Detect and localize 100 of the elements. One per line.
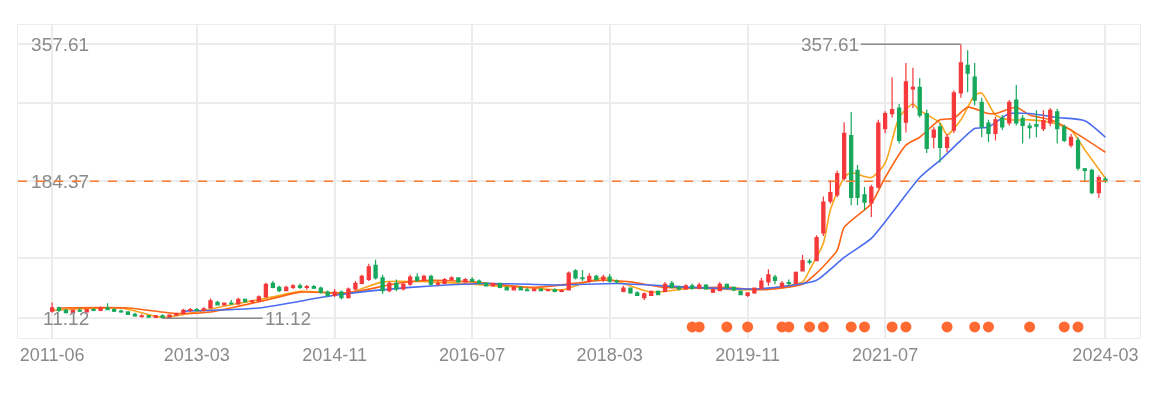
x-tick-label: 2018-03 (576, 344, 643, 365)
candlestick (951, 90, 957, 134)
candlestick (531, 287, 537, 292)
candlestick (917, 77, 922, 119)
x-tick-label: 2024-03 (1072, 344, 1139, 365)
candlestick (924, 108, 929, 154)
candlestick (421, 274, 427, 282)
candlestick (614, 278, 619, 285)
candlestick (208, 297, 213, 310)
candlestick (194, 307, 199, 312)
candlestick (979, 97, 984, 138)
candlestick (965, 49, 970, 93)
candlestick (937, 122, 943, 164)
candlestick (1041, 109, 1046, 132)
candlestick (332, 288, 337, 298)
candlestick (635, 290, 640, 297)
candlestick (807, 258, 812, 266)
candlestick (882, 110, 888, 134)
candlestick (366, 263, 371, 282)
candlestick (270, 280, 276, 289)
candlestick (415, 272, 420, 283)
candlestick (766, 268, 771, 287)
candlestick (524, 286, 530, 292)
candlestick (710, 287, 716, 294)
candlestick (869, 184, 874, 218)
candlestick (690, 282, 695, 291)
x-tick-label: 2011-06 (19, 344, 85, 365)
candlestick (1082, 167, 1087, 183)
candlestick (759, 277, 764, 290)
candlestick (559, 288, 564, 293)
candlestick (958, 43, 964, 99)
candlestick (456, 276, 461, 284)
candlestick (118, 308, 124, 314)
candlestick (772, 274, 778, 285)
candlestick (1007, 99, 1012, 126)
candlestick (201, 306, 206, 312)
candlestick (290, 283, 296, 290)
candlestick (50, 301, 55, 314)
candlestick (91, 307, 96, 312)
candlestick (601, 274, 606, 283)
candlestick (236, 297, 241, 306)
candlestick (463, 277, 468, 284)
candlestick (477, 278, 482, 285)
candlestick (642, 291, 647, 301)
candlestick (738, 289, 743, 296)
x-tick-label: 2019-11 (715, 344, 780, 365)
candlestick (387, 280, 392, 293)
candlestick (125, 310, 131, 316)
candlestick (566, 271, 571, 292)
candlestick (469, 276, 475, 283)
candlestick (160, 313, 165, 319)
candlestick (181, 308, 186, 315)
candlestick (697, 282, 702, 290)
candlestick (311, 284, 316, 290)
candlestick (889, 76, 895, 119)
candlestick (1055, 108, 1060, 145)
candlestick (849, 111, 854, 206)
candlestick (1089, 168, 1094, 195)
candlestick (814, 234, 819, 262)
candlestick (249, 299, 255, 304)
candlestick (752, 286, 757, 295)
candlestick (105, 302, 110, 311)
y-tick-label: 357.61 (31, 33, 90, 55)
candlestick (56, 305, 62, 313)
candlestick (862, 186, 867, 211)
y-tick-label: 184.37 (31, 170, 90, 192)
candlestick (986, 119, 991, 143)
candlestick (132, 312, 138, 318)
candlestick (855, 164, 860, 206)
candlestick (538, 287, 544, 292)
candlestick (401, 282, 406, 292)
candlestick (628, 286, 633, 295)
candlestick (373, 259, 378, 281)
candlestick (435, 280, 441, 287)
candlestick (304, 284, 309, 291)
candlestick (1068, 133, 1074, 149)
candlestick (394, 278, 399, 292)
x-tick-label: 2021-07 (852, 344, 919, 365)
candlestick (139, 313, 144, 319)
candlestick (111, 307, 117, 313)
annotation: 357.61 (801, 34, 860, 55)
candlestick (594, 274, 599, 282)
candlestick (325, 289, 330, 298)
annotation: 11.12 (265, 308, 312, 329)
candlestick (1014, 84, 1019, 126)
x-tick-label: 2013-03 (163, 344, 230, 365)
candlestick (215, 300, 220, 307)
candlestick (972, 62, 977, 107)
candlestick (828, 179, 833, 205)
candlestick (339, 289, 344, 300)
x-tick-label: 2014-11 (302, 344, 367, 365)
candlestick (98, 305, 103, 312)
candlestick (910, 67, 916, 109)
y-tick-label: 11.12 (43, 307, 90, 329)
candlestick (842, 121, 847, 182)
candlestick (821, 195, 826, 237)
candlestick (587, 272, 592, 284)
candlestick (745, 291, 750, 298)
candlestick (1048, 107, 1053, 127)
candlestick (146, 314, 151, 319)
